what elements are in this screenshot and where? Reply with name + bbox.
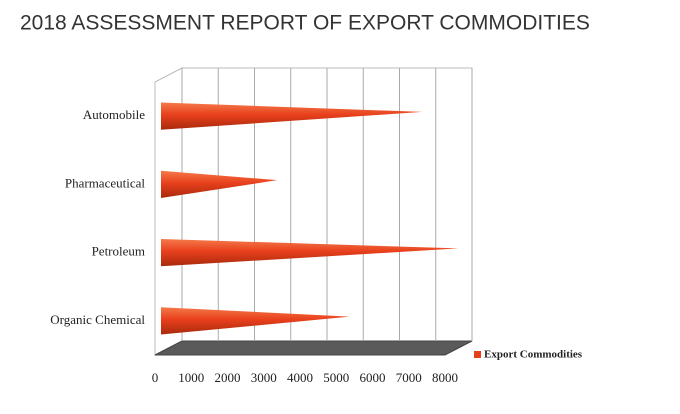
legend-label: Export Commodities: [484, 349, 583, 361]
bar: [161, 170, 278, 199]
x-tick-label: 8000: [432, 370, 458, 385]
x-tick-label: 7000: [396, 370, 422, 385]
x-tick-label: 0: [152, 370, 159, 385]
x-tick-label: 3000: [251, 370, 277, 385]
x-tick-label: 4000: [287, 370, 313, 385]
y-tick-label: Automobile: [83, 107, 145, 122]
legend-swatch: [474, 351, 481, 358]
bar: [161, 238, 459, 267]
y-tick-label: Pharmaceutical: [65, 175, 146, 190]
y-tick-label: Petroleum: [92, 244, 145, 259]
x-tick-label: 1000: [178, 370, 204, 385]
floor: [154, 340, 473, 356]
x-tick-label: 2000: [215, 370, 241, 385]
x-tick-label: 5000: [323, 370, 349, 385]
bar: [161, 102, 423, 130]
bar: [161, 307, 350, 335]
x-tick-label: 6000: [360, 370, 386, 385]
plot-area: 0 1000 2000 3000 4000 5000 6000 7000 8000 Automob…: [50, 67, 583, 385]
chart-title: 2018 ASSESSMENT REPORT OF EXPORT COMMODI…: [20, 12, 590, 35]
y-tick-label: Organic Chemical: [50, 312, 145, 327]
